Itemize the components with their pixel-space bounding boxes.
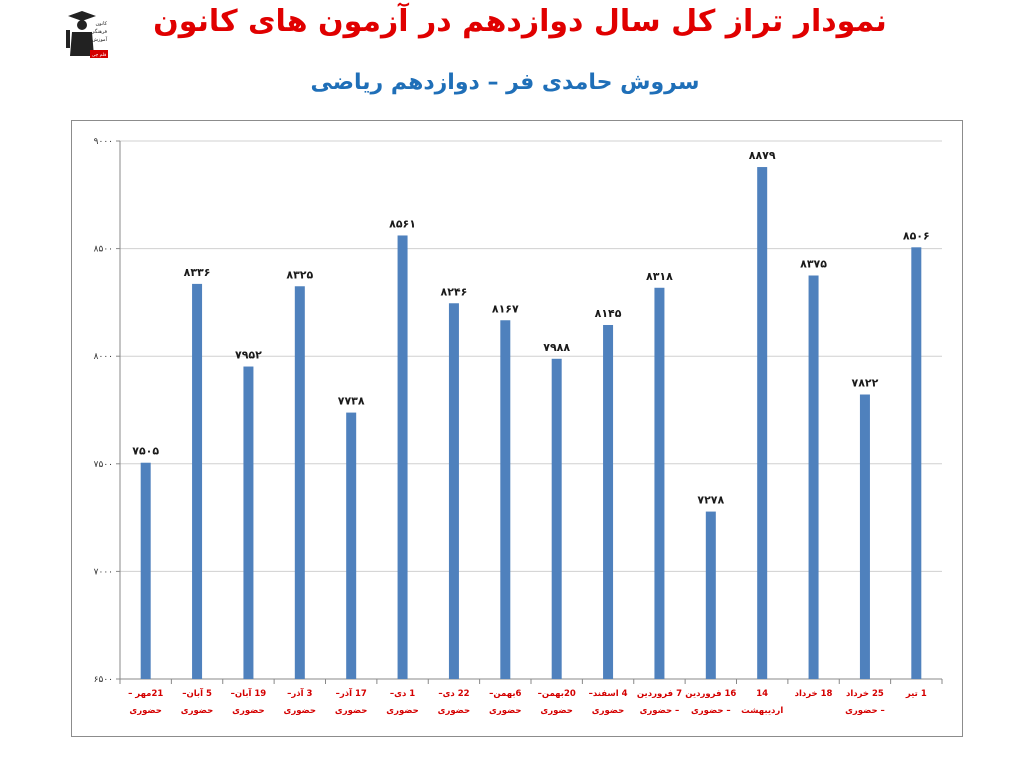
data-label: ۸۳۱۸	[646, 270, 673, 283]
logo-badge	[90, 50, 108, 58]
data-label: ۸۵۰۶	[903, 229, 930, 242]
data-label: ۸۸۷۹	[749, 149, 776, 162]
x-tick-label: 1 دی–	[390, 689, 415, 699]
x-tick-label: 4 اسفند–	[589, 689, 628, 699]
bar	[705, 511, 716, 679]
x-tick-label: حضوری	[232, 706, 265, 716]
data-label: ۷۹۸۸	[543, 341, 570, 354]
y-tick-label: ۷۵۰۰	[94, 460, 113, 470]
x-tick-label: – حضوری	[691, 706, 731, 716]
x-tick-label: 22 دی–	[438, 689, 469, 699]
data-label: ۸۳۲۵	[286, 268, 313, 281]
x-tick-label: 20بهمن–	[538, 689, 576, 699]
bar-chart: ۹۰۰۰ ۸۵۰۰ ۸۰۰۰ ۷۵۰۰ ۷۰۰۰ ۶۵۰۰ ۷۵۰۵ 21مهر – حضوری…	[94, 137, 943, 716]
bar	[911, 247, 922, 679]
bar	[294, 286, 305, 679]
logo-line-1: کانون	[95, 21, 107, 27]
x-tick-label: – حضوری	[640, 706, 680, 716]
y-tick-label: ۷۰۰۰	[94, 567, 113, 577]
bar	[346, 412, 357, 679]
bar	[140, 462, 151, 679]
logo-line-4: قلم چی	[92, 53, 107, 58]
y-tick-label: ۸۵۰۰	[94, 245, 113, 255]
page-title: نمودار تراز کل سال دوازدهم در آزمون های …	[153, 4, 887, 39]
x-tick-label: 14	[756, 689, 768, 699]
bar	[757, 167, 768, 680]
data-label: ۸۳۳۶	[184, 266, 211, 279]
x-tick-label: 6بهمن–	[489, 689, 521, 699]
x-tick-label: حضوری	[284, 706, 317, 716]
x-tick-label: حضوری	[335, 706, 368, 716]
x-tick-label: حضوری	[540, 706, 573, 716]
data-label: ۸۱۴۵	[595, 307, 622, 320]
x-tick-label: حضوری	[386, 706, 419, 716]
x-tick-label: حضوری	[438, 706, 471, 716]
chart-frame: ۹۰۰۰ ۸۵۰۰ ۸۰۰۰ ۷۵۰۰ ۷۰۰۰ ۶۵۰۰ ۷۵۰۵ 21مهر – حضوری…	[71, 120, 963, 737]
logo-line-2: فرهنگی	[91, 28, 108, 35]
bar	[500, 320, 511, 679]
x-tick-label: حضوری	[129, 706, 162, 716]
data-label: ۷۲۷۸	[697, 494, 724, 507]
data-label: ۸۲۴۶	[441, 285, 468, 298]
bar	[448, 303, 459, 679]
x-tick-label: 1 تیر	[905, 689, 927, 699]
x-tick-label: 18 خرداد	[795, 689, 833, 699]
x-tick-label: 3 آذر–	[287, 687, 312, 699]
x-tick-label: 5 آبان–	[182, 687, 212, 699]
data-label: ۷۵۰۵	[132, 445, 159, 458]
x-tick-label: اردیبهشت	[741, 706, 783, 716]
bar	[192, 283, 203, 679]
x-tick-label: 21مهر –	[128, 689, 163, 699]
bar	[397, 235, 408, 679]
x-tick-label: – حضوری	[845, 706, 885, 716]
data-label: ۷۸۲۲	[852, 377, 879, 390]
bar	[808, 275, 819, 679]
logo-line-3: آموزش	[92, 36, 108, 43]
y-tick-label: ۹۰۰۰	[94, 137, 113, 147]
data-label: ۷۹۵۲	[235, 349, 262, 362]
page-subtitle: سروش حامدی فر – دوازدهم ریاضی	[310, 70, 700, 95]
x-tick-label: 7 فروردین	[637, 689, 682, 699]
x-tick-label: 16 فروردین	[685, 689, 736, 699]
x-tick-label: 25 خرداد	[846, 689, 884, 699]
bar	[603, 324, 614, 679]
bar	[654, 287, 665, 679]
y-tick-label: ۶۵۰۰	[94, 675, 113, 685]
y-tick-label: ۸۰۰۰	[94, 352, 113, 362]
bar	[551, 358, 562, 679]
data-label: ۸۳۷۵	[800, 258, 827, 271]
bar	[243, 366, 254, 679]
graduate-figure-icon	[66, 11, 96, 56]
x-tick-label: حضوری	[489, 706, 522, 716]
x-tick-label: حضوری	[592, 706, 625, 716]
data-label: ۸۵۶۱	[389, 217, 416, 230]
data-label: ۸۱۶۷	[492, 302, 519, 315]
x-tick-label: 19 آبان–	[231, 687, 267, 699]
x-tick-label: حضوری	[181, 706, 214, 716]
kanoon-logo: کانون فرهنگی آموزش قلم چی	[63, 10, 109, 64]
bar	[859, 394, 870, 679]
x-tick-label: 17 آذر–	[336, 687, 367, 699]
data-label: ۷۷۳۸	[338, 395, 365, 408]
